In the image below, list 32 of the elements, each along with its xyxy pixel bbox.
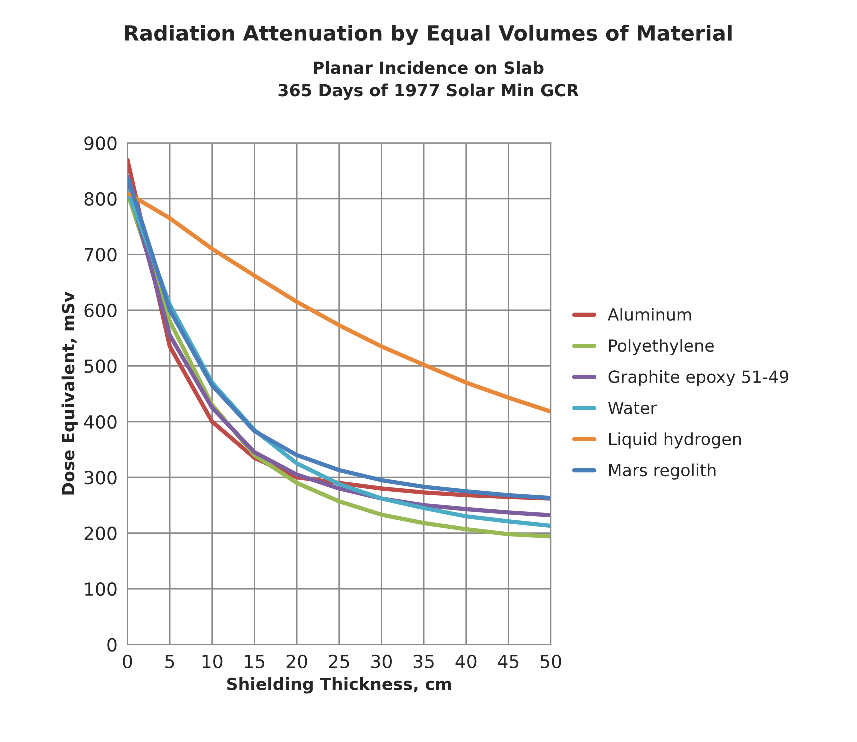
y-tick-label: 600 [84, 304, 117, 318]
legend-label: Polyethylene [609, 339, 714, 356]
x-tick-label: 40 [456, 654, 477, 668]
x-tick-label: 15 [245, 655, 265, 668]
legend-label: Liquid hydrogen [609, 432, 742, 449]
y-tick-label: 300 [84, 471, 117, 485]
chart-subtitle: Planar Incidence on Slab 365 Days of 1977 Solar Min GCR [278, 61, 579, 100]
legend-label: Mars regolith [609, 464, 716, 480]
y-tick-label: 0 [108, 638, 117, 652]
x-tick-label: 10 [202, 654, 223, 668]
x-tick-label: 45 [498, 655, 519, 668]
y-tick-label: 700 [84, 248, 117, 262]
y-tick-label: 500 [84, 360, 117, 374]
y-tick-label: 200 [84, 526, 117, 540]
y-tick-label: 900 [84, 136, 117, 150]
x-tick-label: 35 [414, 654, 434, 668]
x-tick-label: 0 [123, 654, 132, 668]
x-tick-label: 25 [329, 654, 350, 668]
x-tick-label: 20 [286, 654, 308, 668]
y-tick-label: 100 [85, 582, 117, 596]
legend-label: Water [608, 402, 658, 414]
legend-label: Aluminum [608, 308, 692, 322]
legend-label: Graphite epoxy 51-49 [608, 370, 788, 386]
x-tick-label: 30 [372, 654, 392, 668]
x-tick-label: 5 [166, 655, 174, 668]
x-axis-title: Shielding Thickness, cm [228, 678, 452, 694]
y-axis-title: Dose Equivalent, mSv [62, 292, 78, 495]
chart-title: Radiation Attenuation by Equal Volumes of Material [125, 24, 732, 46]
y-tick-label: 800 [84, 192, 117, 206]
x-tick-label: 50 [540, 654, 562, 668]
y-tick-label: 400 [84, 415, 117, 429]
line-series [128, 191, 552, 414]
